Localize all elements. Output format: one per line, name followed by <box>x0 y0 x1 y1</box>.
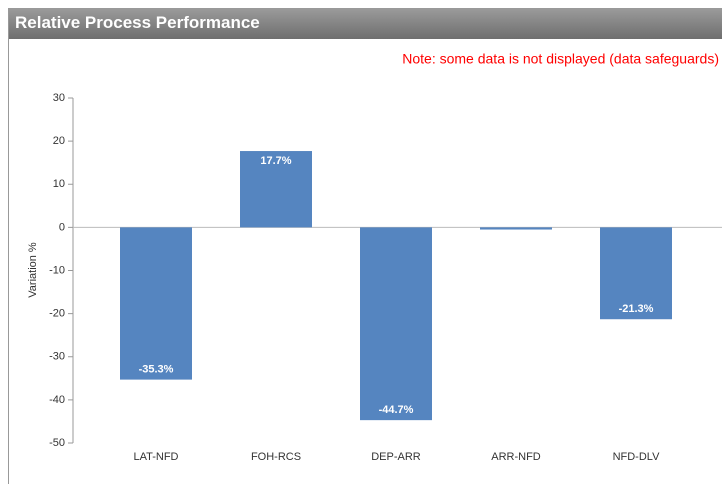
panel-title: Relative Process Performance <box>9 9 722 39</box>
x-tick-label: ARR-NFD <box>491 451 541 463</box>
x-tick-label: LAT-NFD <box>133 451 178 463</box>
y-tick-label: 0 <box>59 221 65 233</box>
value-label: -35.3% <box>139 364 174 376</box>
value-label: -21.3% <box>619 303 654 315</box>
value-label: -44.7% <box>379 404 414 416</box>
bar <box>600 227 672 320</box>
y-axis-label: Variation % <box>27 242 39 298</box>
y-tick-label: 30 <box>53 92 65 104</box>
bar <box>120 227 192 380</box>
x-tick-label: DEP-ARR <box>371 451 421 463</box>
bar <box>360 227 432 421</box>
y-tick-label: 20 <box>53 135 65 147</box>
y-tick-label: -20 <box>49 308 65 320</box>
value-label: 17.7% <box>260 155 291 167</box>
y-tick-label: 10 <box>53 178 65 190</box>
note: Note: some data is not displayed (data s… <box>402 51 719 67</box>
y-tick-label: -30 <box>49 351 65 363</box>
y-tick-label: -50 <box>49 437 65 449</box>
panel: Relative Process Performance <box>8 8 722 484</box>
bar <box>240 151 312 228</box>
bar <box>480 227 552 230</box>
x-tick-label: FOH-RCS <box>251 451 301 463</box>
y-tick-label: -40 <box>49 394 65 406</box>
y-tick-label: -10 <box>49 264 65 276</box>
x-tick-label: NFD-DLV <box>613 451 661 463</box>
